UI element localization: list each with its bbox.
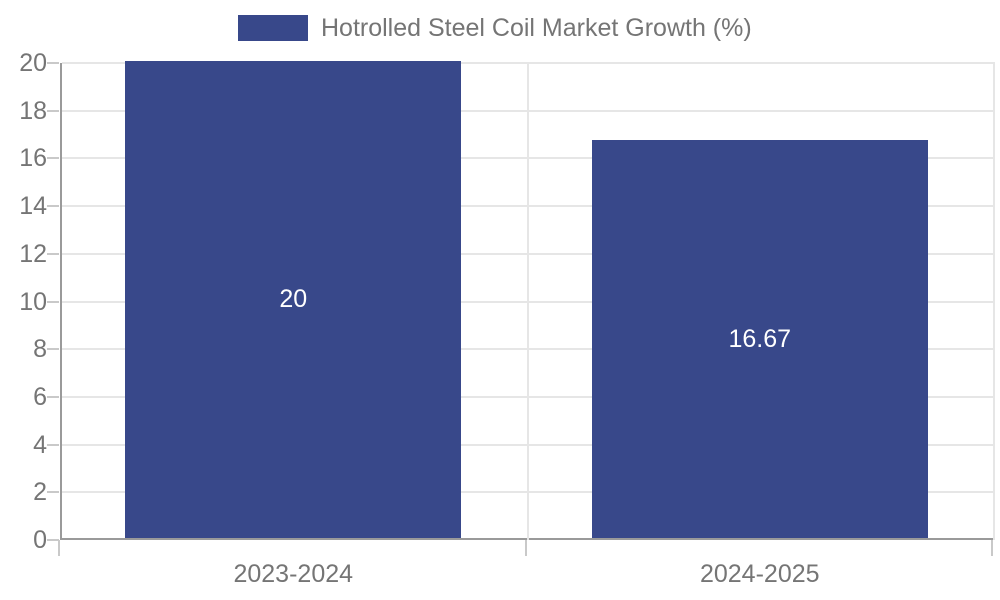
gridline (62, 300, 995, 303)
y-tick-label: 16 (19, 144, 47, 173)
y-tick-label: 20 (19, 49, 47, 77)
y-tick-label: 2 (33, 478, 47, 507)
y-axis-tick (47, 300, 59, 303)
y-axis-tick (47, 491, 59, 494)
y-axis-tick (47, 252, 59, 255)
y-axis-tick (47, 443, 59, 446)
bar-value-label: 16.67 (728, 324, 792, 353)
plot-area: 20 16.67 (60, 61, 995, 540)
y-axis-tick (47, 348, 59, 351)
gridline (62, 62, 995, 64)
y-axis-tick (47, 109, 59, 112)
bar: 16.67 (591, 140, 928, 538)
gridline (526, 63, 529, 540)
y-tick-label: 10 (19, 287, 47, 316)
bar-value-label: 20 (279, 285, 308, 313)
gridline (62, 348, 995, 351)
y-axis-tick (47, 62, 59, 64)
gridline (62, 205, 995, 208)
y-tick-label: 14 (19, 192, 47, 221)
legend-label: Hotrolled Steel Coil Market Growth (%) (321, 13, 752, 42)
gridline (62, 109, 995, 112)
gridline (62, 395, 995, 398)
y-tick-label: 12 (19, 239, 47, 268)
gridline (62, 443, 995, 446)
y-tick-label: 8 (33, 335, 47, 364)
bar: 20 (125, 61, 462, 538)
gridline (993, 63, 995, 540)
y-axis-tick (47, 157, 59, 160)
x-tick-label: 2023-2024 (233, 560, 354, 588)
gridline (62, 157, 995, 160)
y-tick-label: 6 (33, 382, 47, 411)
y-axis-tick (47, 539, 59, 541)
x-tick-label: 2024-2025 (699, 560, 820, 588)
legend[interactable]: Hotrolled Steel Coil Market Growth (%) (238, 15, 752, 41)
y-tick-label: 0 (33, 526, 47, 554)
x-axis-tick (524, 540, 527, 556)
gridline (62, 252, 995, 255)
x-axis-tick (58, 540, 60, 556)
y-axis-tick (47, 205, 59, 208)
y-tick-label: 4 (33, 430, 47, 459)
gridline (62, 491, 995, 494)
y-axis-tick (47, 395, 59, 398)
y-tick-label: 18 (19, 96, 47, 125)
x-axis-tick (991, 540, 993, 556)
legend-swatch (238, 15, 308, 41)
